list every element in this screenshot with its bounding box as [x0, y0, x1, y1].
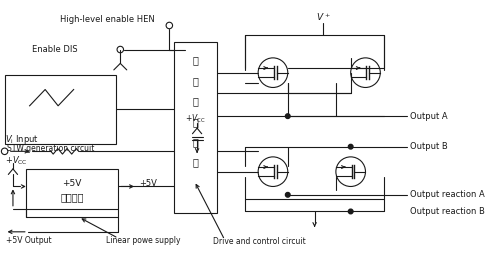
Text: 制: 制 — [192, 117, 198, 127]
Text: Linear powe supply: Linear powe supply — [107, 236, 181, 245]
Circle shape — [285, 114, 290, 118]
Text: 动: 动 — [192, 76, 198, 86]
Circle shape — [258, 157, 288, 186]
Text: 线性电源: 线性电源 — [60, 193, 84, 203]
Text: 控: 控 — [192, 96, 198, 106]
Text: $V_\mathrm{i}$ Input: $V_\mathrm{i}$ Input — [4, 133, 38, 146]
Text: Output reaction A: Output reaction A — [410, 190, 485, 199]
Circle shape — [285, 193, 290, 197]
Text: 驱: 驱 — [192, 56, 198, 66]
Circle shape — [351, 58, 381, 87]
Text: $+V_\mathrm{CC}$: $+V_\mathrm{CC}$ — [185, 113, 206, 125]
Circle shape — [336, 157, 365, 186]
Bar — [26, 169, 118, 217]
Text: $V^+$: $V^+$ — [316, 11, 331, 23]
Circle shape — [117, 46, 124, 53]
Text: 电: 电 — [192, 137, 198, 147]
Text: Output B: Output B — [410, 142, 448, 151]
Circle shape — [258, 58, 288, 87]
Text: +5V Output: +5V Output — [5, 236, 51, 245]
Text: Output A: Output A — [410, 112, 447, 121]
Circle shape — [166, 22, 172, 29]
Text: Drive and control circuit: Drive and control circuit — [213, 238, 305, 246]
Text: +5V: +5V — [62, 179, 82, 188]
Text: Output reaction B: Output reaction B — [410, 207, 485, 216]
Text: Enable DIS: Enable DIS — [32, 45, 78, 54]
Circle shape — [349, 144, 353, 149]
Circle shape — [1, 148, 8, 155]
Bar — [4, 75, 116, 144]
Bar — [174, 42, 217, 213]
Text: High-level enable HEN: High-level enable HEN — [60, 15, 155, 23]
Text: +5V: +5V — [139, 179, 157, 188]
Text: 路: 路 — [192, 157, 198, 167]
Text: STW generation circuit: STW generation circuit — [7, 144, 95, 153]
Text: $+V_\mathrm{CC}$: $+V_\mathrm{CC}$ — [4, 154, 27, 167]
Circle shape — [349, 209, 353, 214]
